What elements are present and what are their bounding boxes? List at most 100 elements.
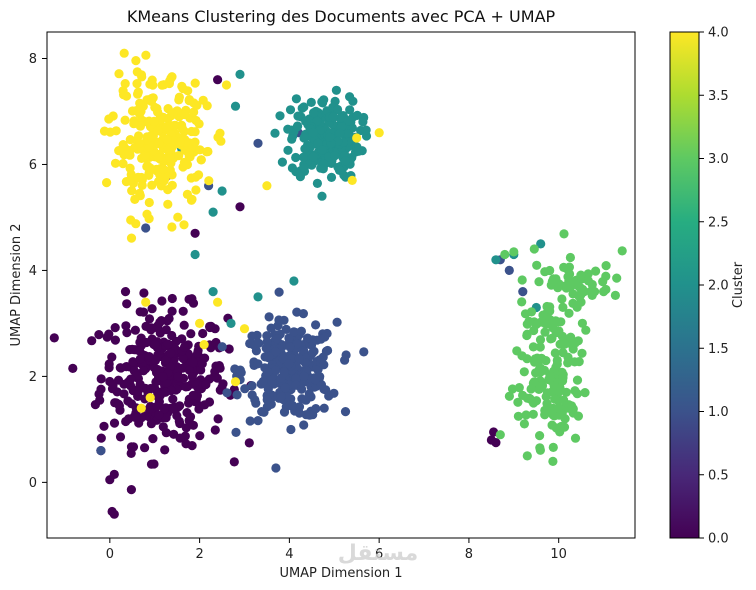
data-point [297,384,307,394]
data-point [247,390,257,400]
data-point [500,249,510,260]
data-point [308,152,318,162]
data-point [141,223,151,233]
data-point [513,397,523,407]
data-point [189,107,199,117]
data-point [163,339,173,349]
data-point [343,129,353,139]
data-point [239,324,250,334]
data-point [312,178,322,188]
data-point [526,384,536,394]
data-point [262,181,272,191]
data-point [283,145,293,155]
data-point [182,160,192,170]
data-point [167,330,177,341]
data-point [610,290,621,300]
data-point [361,125,371,135]
data-point [161,413,171,423]
data-point [155,317,165,328]
data-point [134,131,144,141]
data-point [312,116,322,126]
colorbar-tick-label: 3.0 [708,152,729,167]
data-point [150,339,160,349]
data-point [550,394,560,404]
data-point [574,357,584,367]
data-point [107,506,117,517]
data-point [159,404,169,414]
data-point [128,442,139,452]
data-point [164,313,174,324]
data-point [331,85,341,95]
data-point [144,404,154,414]
data-point [558,348,568,358]
data-point [583,276,594,286]
data-point [208,207,218,217]
data-point [216,136,226,146]
data-point [311,320,321,330]
data-point [95,395,105,405]
data-point [514,383,524,393]
data-point [553,283,563,293]
data-point [535,443,545,453]
data-point [111,126,121,136]
data-point [114,146,124,156]
data-point [145,393,155,403]
data-point [130,194,140,204]
data-point [513,411,524,421]
data-point [291,152,301,163]
colorbar-tick-label: 2.5 [708,215,729,230]
data-point [191,115,201,126]
data-point [572,375,583,385]
data-point [535,367,545,377]
data-point [295,172,305,182]
data-point [541,319,551,329]
data-point [148,434,158,444]
data-point [205,321,215,332]
data-point [184,398,194,408]
data-point [244,438,254,448]
data-point [299,133,309,143]
data-point [601,261,611,271]
data-point [175,433,185,443]
data-point [175,137,185,147]
data-point [306,97,316,107]
data-point [335,128,345,138]
x-tick-label: 0 [106,547,114,562]
watermark: مستقل [338,541,418,566]
data-point [317,145,327,155]
data-point [135,98,145,108]
data-point [230,101,241,111]
data-point [253,359,263,369]
data-point [581,325,591,335]
data-point [109,418,120,428]
data-point [301,410,311,420]
data-point [185,412,196,422]
data-point [271,347,281,357]
data-point [261,343,271,353]
data-point [535,431,545,441]
data-point [253,138,263,148]
colorbar-tick-label: 4.0 [708,26,729,41]
data-point [153,153,163,163]
y-tick-label: 2 [29,370,37,385]
data-point [213,414,223,424]
data-point [174,151,184,161]
data-point [144,197,154,208]
data-point [509,247,519,257]
data-point [161,428,171,438]
data-point [287,134,297,144]
data-point [532,353,542,363]
data-point [126,174,136,184]
data-point [340,407,351,417]
data-point [110,335,120,345]
data-point [522,451,532,461]
data-point [195,318,205,328]
data-point [217,186,227,196]
data-point [107,352,117,362]
data-point [235,202,245,212]
data-point [126,485,136,495]
data-point [163,145,173,155]
data-point [118,86,128,96]
data-point [144,214,154,224]
data-point [565,269,575,279]
